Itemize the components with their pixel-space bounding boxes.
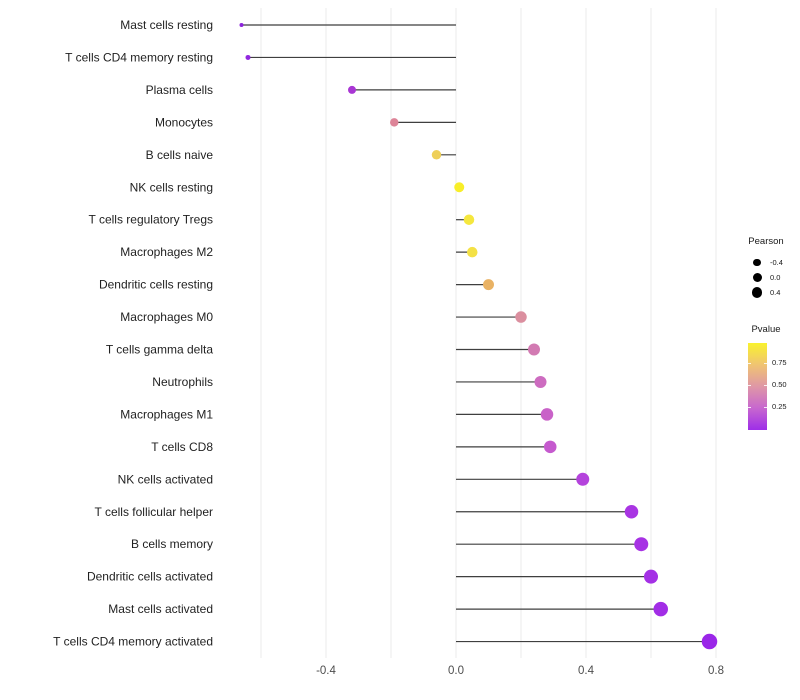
pvalue-tick-mark <box>764 363 767 364</box>
x-tick-label: -0.4 <box>316 665 336 677</box>
data-point <box>540 408 554 421</box>
pvalue-tick-mark <box>748 406 751 408</box>
pvalue-legend-title: Pvalue <box>751 324 781 335</box>
category-label: T cells gamma delta <box>106 343 213 357</box>
data-point <box>534 375 547 388</box>
x-tick-label: 0.0 <box>448 665 464 677</box>
data-point <box>454 182 465 193</box>
size-dot-icon <box>753 258 761 267</box>
data-point <box>653 601 668 617</box>
pearson-size-entry: -0.4 <box>734 255 798 270</box>
category-label: B cells naive <box>146 148 214 162</box>
data-point <box>431 150 442 160</box>
pearson-size-legend: Pearson -0.4 0.0 0.4 <box>734 236 798 300</box>
category-label: NK cells resting <box>130 180 213 194</box>
category-label: Dendritic cells resting <box>99 278 213 292</box>
category-label: T cells follicular helper <box>95 505 214 519</box>
data-point <box>576 472 590 486</box>
category-label: T cells CD4 memory resting <box>65 50 213 64</box>
size-dot-box <box>751 287 763 298</box>
pvalue-tick-label: 0.25 <box>772 401 787 411</box>
pvalue-color-legend: Pvalue 0.75 0.50 0.25 <box>734 324 798 430</box>
pvalue-tick-mark <box>748 384 751 386</box>
pvalue-tick-label: 0.50 <box>772 379 787 389</box>
pvalue-tick-mark <box>764 384 767 386</box>
category-label: Mast cells activated <box>108 602 213 616</box>
data-point <box>463 214 475 225</box>
pvalue-tick-mark <box>748 363 751 364</box>
data-point <box>515 311 527 323</box>
data-point <box>634 537 649 552</box>
pvalue-gradient-bar <box>748 343 767 430</box>
category-label: Monocytes <box>155 115 213 129</box>
category-label: Macrophages M1 <box>120 407 213 421</box>
data-point <box>701 633 718 650</box>
size-entry-label: 0.0 <box>770 273 781 282</box>
pvalue-tick-label: 0.75 <box>772 358 787 367</box>
data-point <box>624 505 639 519</box>
size-entry-label: -0.4 <box>770 258 783 267</box>
category-label: T cells regulatory Tregs <box>89 213 214 227</box>
data-point <box>483 279 494 291</box>
category-label: T cells CD4 memory activated <box>53 635 213 649</box>
data-point <box>467 246 478 258</box>
category-label: Mast cells resting <box>120 18 213 32</box>
category-label: B cells memory <box>131 537 213 551</box>
category-label: Macrophages M0 <box>120 310 213 324</box>
size-dot-box <box>751 258 763 267</box>
category-label: Macrophages M2 <box>120 245 213 259</box>
size-dot-box <box>751 273 763 282</box>
data-point <box>644 569 658 584</box>
data-point <box>544 440 557 454</box>
pearson-size-entry: 0.0 <box>734 270 798 285</box>
data-point <box>390 118 399 127</box>
x-tick-label: 0.8 <box>708 665 724 677</box>
size-dot-icon <box>752 273 762 282</box>
data-point <box>239 23 244 27</box>
category-label: Dendritic cells activated <box>87 570 213 584</box>
data-point <box>348 85 356 94</box>
pvalue-gradient-wrap: 0.75 0.50 0.25 <box>734 343 798 430</box>
pvalue-tick-mark <box>764 406 767 408</box>
category-label: Neutrophils <box>152 375 213 389</box>
size-entry-label: 0.4 <box>770 288 781 297</box>
pearson-size-entries: -0.4 0.0 0.4 <box>734 255 798 300</box>
x-tick-label: 0.4 <box>578 665 595 677</box>
data-point <box>528 343 540 356</box>
data-point <box>245 54 251 60</box>
size-dot-icon <box>751 287 763 298</box>
category-label: NK cells activated <box>118 472 213 486</box>
pearson-size-entry: 0.4 <box>734 285 798 300</box>
category-label: Plasma cells <box>146 83 213 97</box>
category-label: T cells CD8 <box>151 440 213 454</box>
pearson-legend-title: Pearson <box>748 236 784 247</box>
legend: Pearson -0.4 0.0 0.4 Pvalue 0.75 0.50 0.25 <box>734 236 798 430</box>
